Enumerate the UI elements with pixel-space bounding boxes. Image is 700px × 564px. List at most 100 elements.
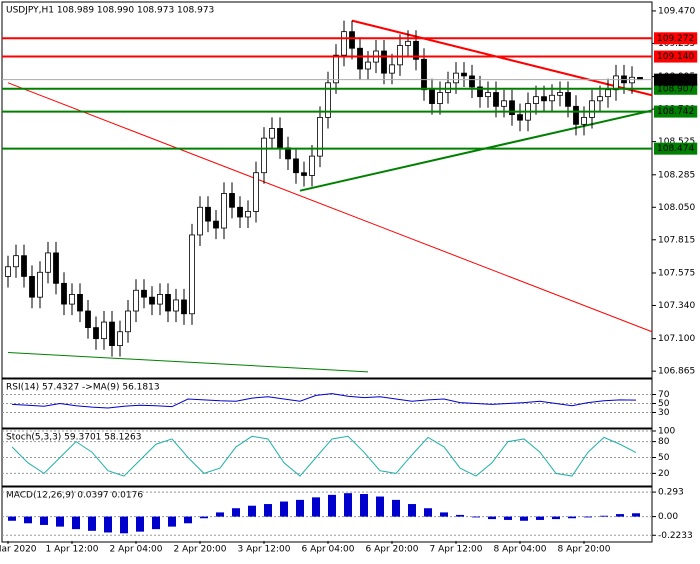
x-tick-label: 1 Apr 12:00 <box>46 545 99 555</box>
x-tick-label: 8 Apr 04:00 <box>494 545 547 555</box>
candle-body <box>341 31 347 56</box>
level-label: 109.272 <box>657 34 694 44</box>
panel-title: USDJPY,H1 108.989 108.990 108.973 108.97… <box>6 6 214 16</box>
histogram-bar <box>600 515 608 517</box>
candle-body <box>437 92 443 104</box>
candle-body <box>605 89 611 98</box>
candle-body <box>205 206 211 222</box>
trend-line <box>351 19 653 97</box>
candle-body <box>125 310 131 333</box>
candle-body <box>101 321 107 340</box>
histogram-bar <box>232 508 240 517</box>
candle-body <box>61 282 67 305</box>
candle-body <box>581 116 587 125</box>
histogram-bar <box>328 494 336 517</box>
candle-body <box>501 100 507 107</box>
histogram-bar <box>280 501 288 517</box>
y-tick-label: 108.050 <box>658 203 695 213</box>
y-tick-label: 70 <box>658 390 670 400</box>
candle-body <box>221 193 227 229</box>
x-tick-label: 3 Apr 12:00 <box>238 545 291 555</box>
x-tick-label: 2 Apr 04:00 <box>110 545 163 555</box>
candle-body <box>109 321 115 346</box>
histogram-bar <box>56 516 64 527</box>
candle-body <box>453 72 459 84</box>
histogram-bar <box>168 516 176 527</box>
candle-body <box>557 92 563 96</box>
histogram-bar <box>152 516 160 530</box>
level-label: 108.907 <box>657 84 694 94</box>
histogram-bar <box>408 504 416 517</box>
histogram-bar <box>8 516 16 521</box>
candle-body <box>29 276 35 298</box>
y-tick-label: 50 <box>658 453 670 463</box>
candle-body <box>133 289 139 312</box>
candle-body <box>429 89 435 104</box>
candle-body <box>325 82 331 118</box>
candle-body <box>541 96 547 102</box>
level-label-box <box>654 105 698 118</box>
histogram-bar <box>264 504 272 517</box>
candle-body <box>573 105 579 125</box>
candle-body <box>253 172 259 212</box>
candle-body <box>245 211 251 218</box>
histogram-bar <box>360 494 368 517</box>
candle-body <box>237 206 243 218</box>
histogram-bar <box>536 516 544 520</box>
x-tick-label: 6 Apr 20:00 <box>366 545 419 555</box>
y-tick-label: 20 <box>658 469 670 479</box>
candle-body <box>189 234 195 315</box>
candle-body <box>477 86 483 98</box>
price-label: 108.973 <box>657 75 694 85</box>
candle-body <box>149 296 155 305</box>
candle-body <box>53 252 59 284</box>
candle-body <box>173 299 179 312</box>
histogram-bar <box>72 516 80 530</box>
candle-body <box>381 50 387 74</box>
level-label: 109.140 <box>657 52 694 62</box>
histogram-bar <box>552 516 560 520</box>
level-label: 108.742 <box>657 107 694 117</box>
candle-body <box>37 271 43 298</box>
histogram-bar <box>456 514 464 517</box>
candle-body <box>5 266 11 277</box>
indicator-line <box>11 393 637 409</box>
histogram-bar <box>424 508 432 517</box>
candle-body <box>389 64 395 74</box>
panel-title: RSI(14) 57.4327 ->MA(9) 56.1813 <box>6 383 160 393</box>
candle-body <box>197 206 203 236</box>
x-tick-label: 2 Apr 20:00 <box>174 545 227 555</box>
histogram-bar <box>616 514 624 517</box>
candle-body <box>269 128 275 139</box>
candle-body <box>421 58 427 91</box>
candle-body <box>445 82 451 93</box>
y-tick-label: 0.293 <box>658 488 684 498</box>
candle-body <box>13 255 19 268</box>
y-tick-label: 106.865 <box>658 367 695 377</box>
candle-body <box>597 96 603 102</box>
histogram-bar <box>504 516 512 520</box>
candle-body <box>533 96 539 104</box>
y-tick-label: 80 <box>658 437 670 447</box>
y-tick-label: 30 <box>658 408 670 418</box>
indicator-line <box>11 435 637 477</box>
trend-line <box>7 82 653 333</box>
y-tick-label: 107.575 <box>658 268 695 278</box>
candle-body <box>117 331 123 346</box>
candle-body <box>413 40 419 60</box>
candle-body <box>165 294 171 312</box>
y-tick-label: 108.285 <box>658 170 695 180</box>
x-tick-label: 7 Apr 12:00 <box>430 545 483 555</box>
panel-frame <box>1 486 653 543</box>
histogram-bar <box>216 512 224 517</box>
x-tick-label: 31 Mar 2020 <box>0 545 37 555</box>
histogram-bar <box>104 516 112 533</box>
candle-body <box>613 75 619 91</box>
candle-body <box>517 114 523 121</box>
histogram-bar <box>24 516 32 524</box>
candle-body <box>565 92 571 107</box>
histogram-bar <box>136 516 144 532</box>
y-tick-label: 109.470 <box>658 6 695 16</box>
level-label: 108.474 <box>657 144 694 154</box>
